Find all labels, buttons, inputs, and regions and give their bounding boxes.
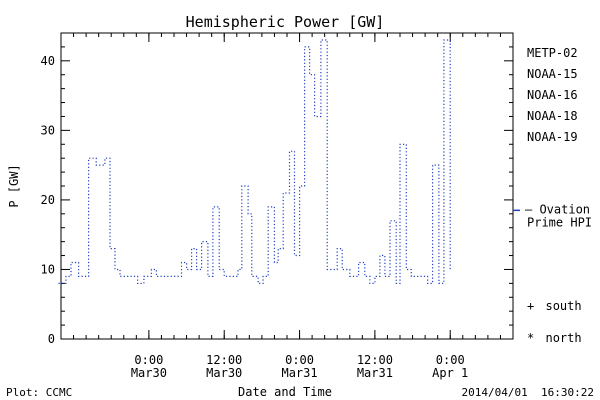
x-tick-date-0: Mar30 bbox=[131, 366, 167, 380]
x-axis-label: Date and Time bbox=[238, 385, 332, 399]
hpi-label-line1: — Ovation bbox=[525, 202, 590, 216]
symbol-legend-south: + south bbox=[527, 299, 582, 313]
legend-entry-noaa-15: NOAA-15 bbox=[527, 67, 578, 81]
legend-entry-noaa-19: NOAA-19 bbox=[527, 130, 578, 144]
x-tick-date-1: Mar30 bbox=[206, 366, 242, 380]
series-line-noaa-15 bbox=[58, 39, 451, 284]
legend-entry-noaa-18: NOAA-18 bbox=[527, 109, 578, 123]
y-tick-label-1: 10 bbox=[41, 262, 55, 276]
series-layer bbox=[58, 39, 520, 284]
x-tick-date-2: Mar31 bbox=[281, 366, 317, 380]
x-tick-time-4: 0:00 bbox=[436, 353, 465, 367]
y-tick-label-2: 20 bbox=[41, 193, 55, 207]
y-tick-label-3: 30 bbox=[41, 123, 55, 137]
x-tick-time-1: 12:00 bbox=[206, 353, 242, 367]
x-tick-time-0: 0:00 bbox=[134, 353, 163, 367]
chart-title: Hemispheric Power [GW] bbox=[186, 13, 385, 31]
y-tick-label-0: 0 bbox=[48, 332, 55, 346]
plot-frame bbox=[60, 32, 514, 340]
footer-timestamp: 2014/04/01 16:30:22 bbox=[462, 386, 594, 399]
x-tick-date-4: Apr 1 bbox=[432, 366, 468, 380]
x-tick-time-2: 0:00 bbox=[285, 353, 314, 367]
axis-ticks: 0102030400:00Mar3012:00Mar300:00Mar3112:… bbox=[41, 33, 513, 380]
x-tick-date-3: Mar31 bbox=[357, 366, 393, 380]
legend-entry-noaa-16: NOAA-16 bbox=[527, 88, 578, 102]
legend-entry-metp-02: METP-02 bbox=[527, 46, 578, 60]
symbol-legend-north: * north bbox=[527, 331, 582, 345]
legend: METP-02 NOAA-15 NOAA-16 NOAA-18 NOAA-19 bbox=[527, 46, 578, 144]
y-tick-label-4: 40 bbox=[41, 54, 55, 68]
x-tick-time-3: 12:00 bbox=[357, 353, 393, 367]
y-axis-label: P [GW] bbox=[7, 164, 21, 207]
hpi-label-line2: Prime HPI bbox=[527, 215, 592, 229]
footer-plot-credit: Plot: CCMC bbox=[6, 386, 72, 399]
